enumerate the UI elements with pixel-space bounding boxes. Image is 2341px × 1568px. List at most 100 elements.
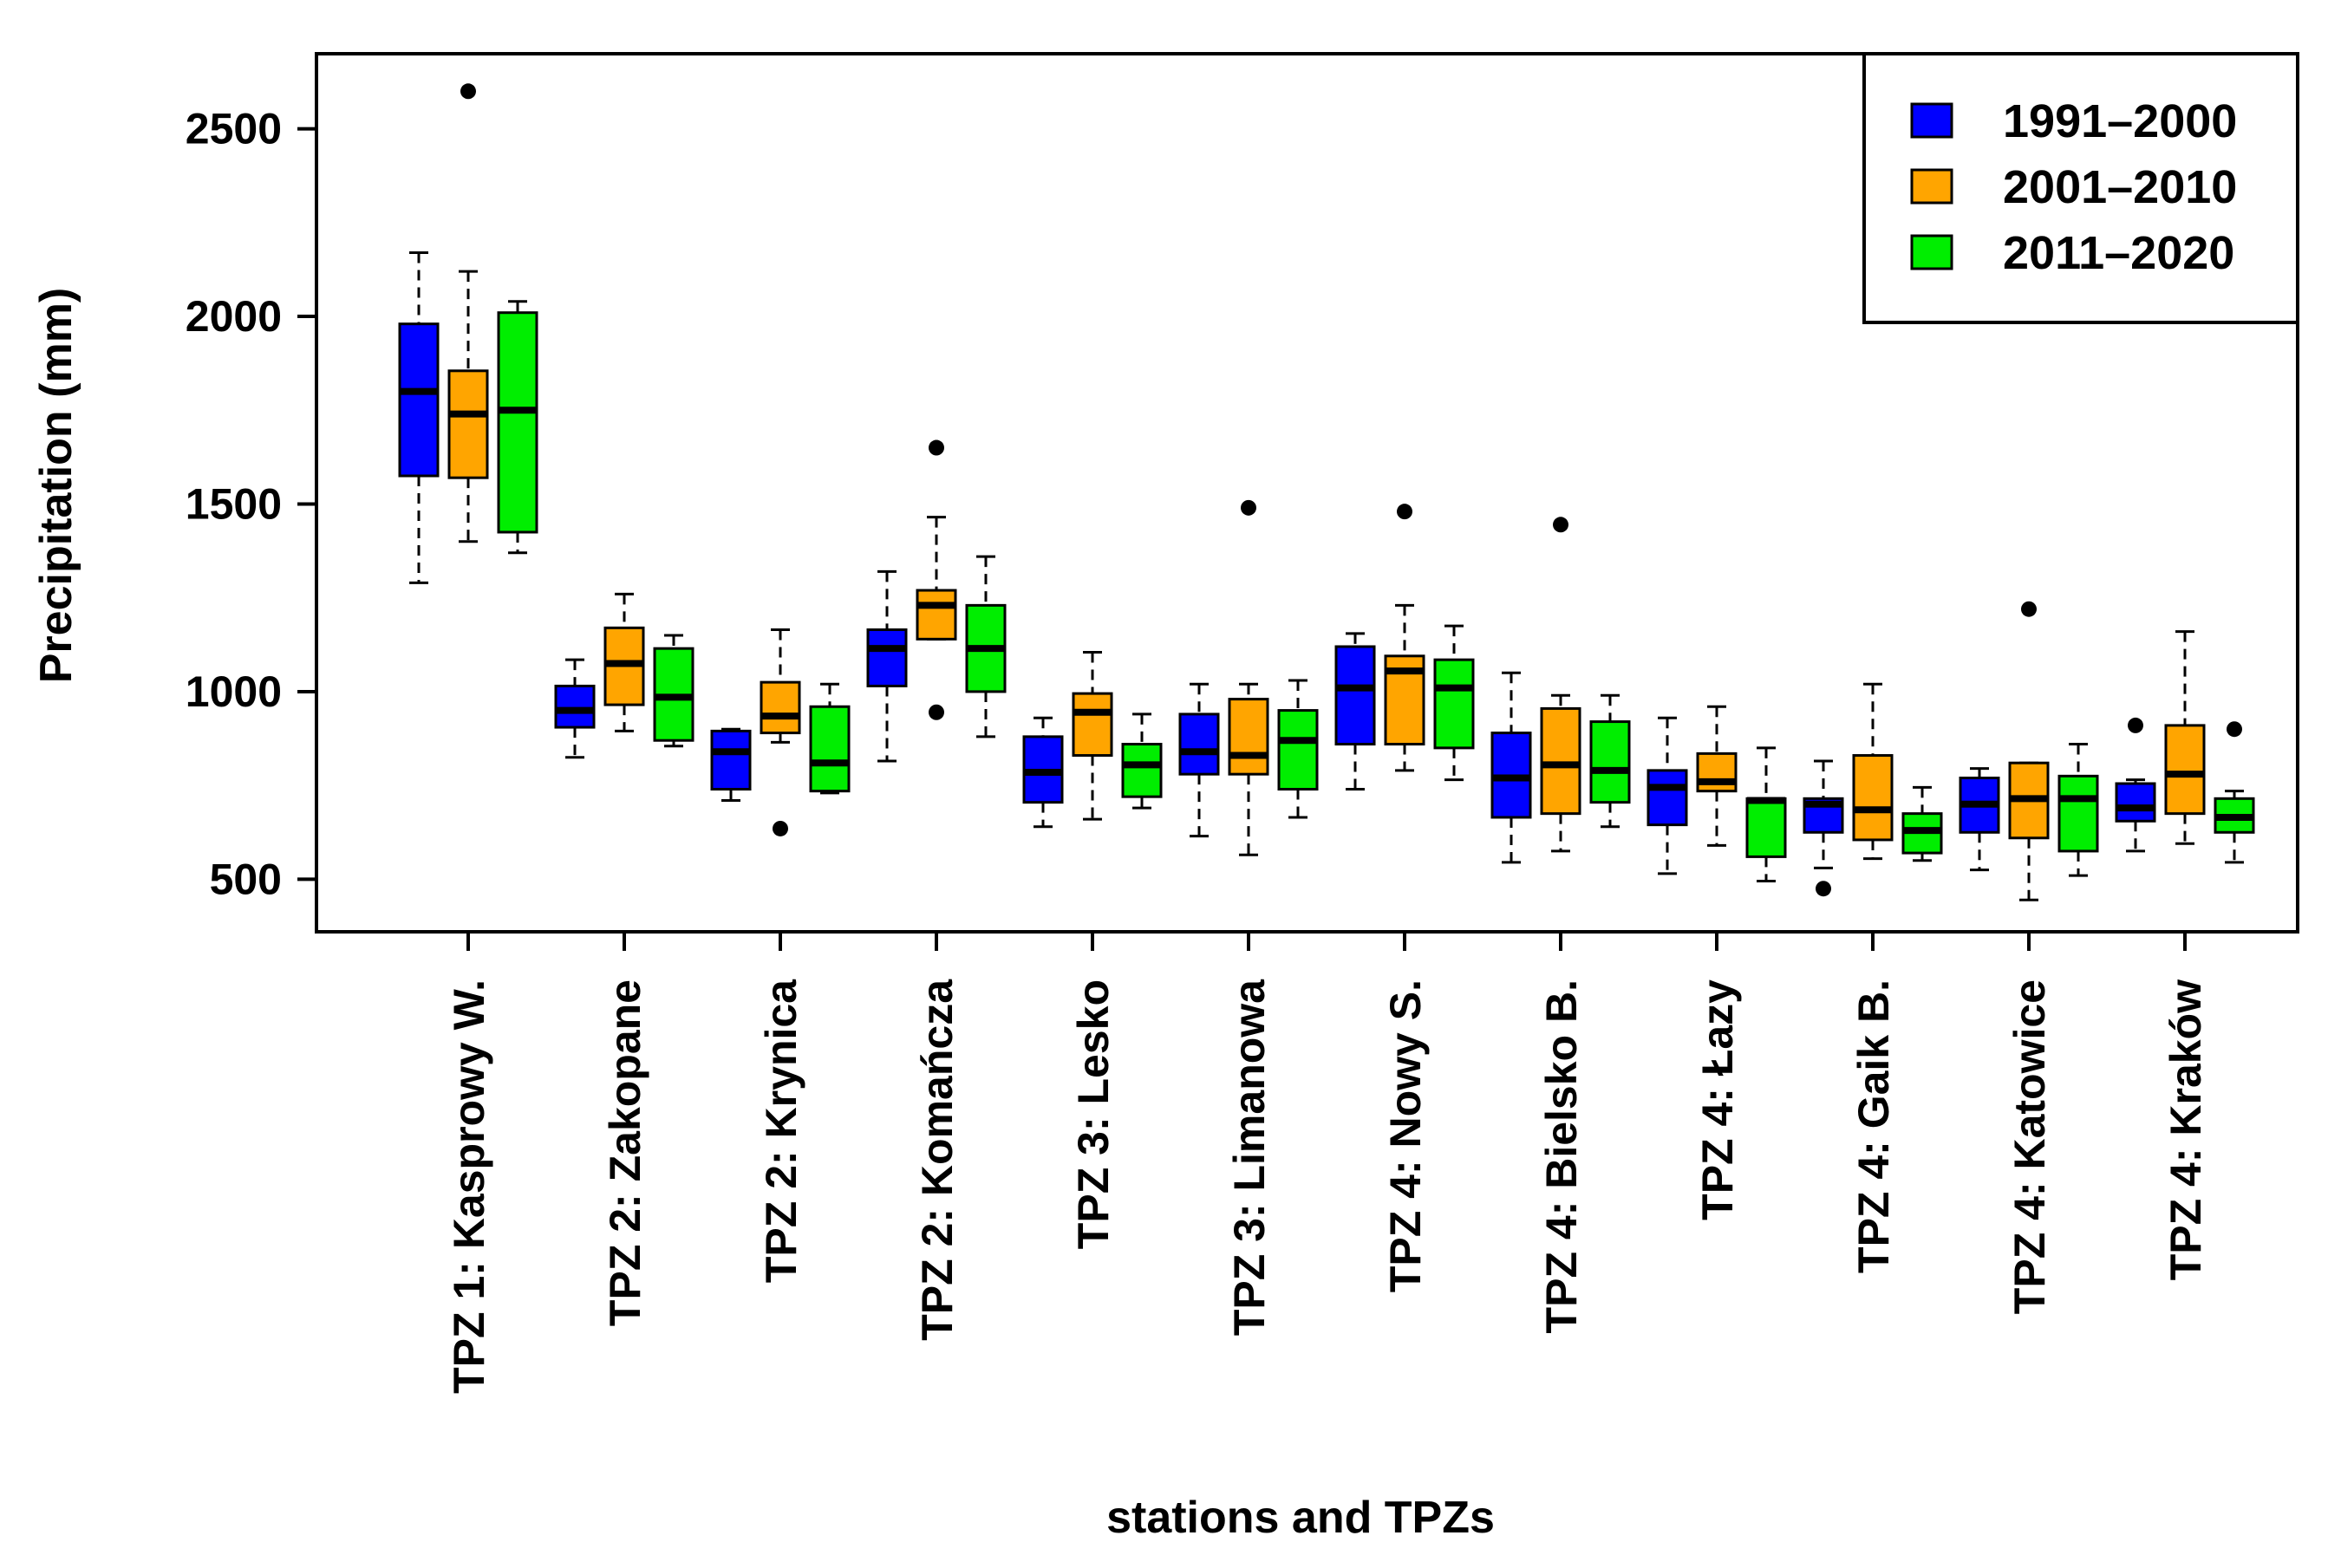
outlier-point: [1241, 499, 1256, 516]
x-axis-label: stations and TPZs: [1106, 1493, 1495, 1543]
box-2-cat-11: [2008, 601, 2050, 901]
box-body: [1433, 658, 1475, 750]
chart-axes: Precipitation (mm) stations and TPZs 500…: [31, 52, 2299, 1543]
box-2-cat-8: [1540, 517, 1581, 853]
box-2-cat-12: [2164, 630, 2206, 845]
x-tick-label: TPZ 4: Łazy: [1693, 979, 1742, 1220]
x-tick-label: TPZ 4: Gaik B.: [1849, 979, 1898, 1273]
legend-label-3: 2011–2020: [2003, 227, 2234, 279]
box-2-cat-2: [603, 592, 645, 732]
box-3-cat-4: [965, 555, 1007, 738]
x-tick-label: TPZ 2: Komańcza: [913, 979, 962, 1341]
box-1-cat-8: [1490, 671, 1532, 864]
box-body: [1277, 709, 1319, 791]
legend-swatch-1: [1910, 102, 1953, 139]
x-tick-label: TPZ 4: Nowy S.: [1381, 979, 1430, 1292]
box-3-cat-12: [2214, 721, 2255, 864]
y-tick-label: 2500: [186, 105, 282, 153]
box-2-cat-3: [760, 628, 801, 836]
x-tick-label: TPZ 1: Kasprowy W.: [445, 979, 493, 1394]
y-tick-label: 500: [210, 855, 282, 903]
box-2-cat-7: [1384, 504, 1425, 772]
box-body: [809, 705, 851, 793]
outlier-point: [773, 820, 788, 836]
box-body: [1647, 769, 1688, 827]
box-body: [2164, 724, 2206, 816]
box-body: [1228, 698, 1269, 776]
outlier-point: [1816, 881, 1831, 897]
box-body: [1745, 797, 1787, 858]
box-1-cat-7: [1334, 632, 1376, 791]
box-3-cat-2: [653, 634, 694, 748]
x-tick-label: TPZ 4: Kraków: [2162, 979, 2210, 1280]
box-body: [497, 311, 538, 534]
box-1-cat-12: [2115, 717, 2156, 853]
box-2-cat-1: [447, 83, 489, 543]
box-body: [1852, 754, 1894, 842]
box-body: [2115, 782, 2156, 823]
box-body: [866, 628, 908, 687]
box-2-cat-9: [1696, 705, 1738, 847]
y-tick-label: 1000: [186, 667, 282, 716]
box-1-cat-3: [710, 727, 752, 802]
box-body: [710, 729, 752, 791]
box-2-cat-5: [1072, 650, 1113, 821]
box-1-cat-1: [398, 250, 440, 584]
box-body: [1178, 712, 1220, 776]
box-body: [398, 322, 440, 478]
box-3-cat-1: [497, 300, 538, 555]
plot-frame: [315, 52, 2299, 934]
y-axis-label: Precipitation (mm): [31, 288, 82, 684]
box-body: [1696, 751, 1738, 793]
box-1-cat-9: [1647, 716, 1688, 875]
y-tick-label: 1500: [186, 479, 282, 528]
outlier-point: [2227, 721, 2242, 738]
box-body: [916, 589, 957, 641]
legend-label-1: 1991–2000: [2003, 95, 2237, 147]
box-1-cat-10: [1803, 759, 1844, 897]
legend-swatch-2: [1910, 168, 1953, 205]
x-tick-label: TPZ 4: Bielsko B.: [1537, 979, 1586, 1333]
x-tick-label: TPZ 3: Limanowa: [1225, 979, 1274, 1336]
outlier-point: [929, 704, 944, 720]
box-1-cat-2: [554, 658, 596, 759]
box-2-cat-4: [916, 439, 957, 720]
y-tick-label: 2000: [186, 292, 282, 341]
box-body: [1121, 743, 1163, 798]
box-3-cat-3: [809, 682, 851, 795]
box-3-cat-8: [1589, 693, 1631, 829]
box-body: [2057, 774, 2099, 853]
box-2-cat-10: [1852, 682, 1894, 861]
outlier-point: [460, 83, 476, 100]
box-body: [1540, 706, 1581, 816]
legend-swatch-3: [1910, 234, 1953, 270]
box-1-cat-11: [1959, 767, 2000, 872]
box-3-cat-11: [2057, 743, 2099, 877]
box-1-cat-5: [1022, 716, 1064, 829]
outlier-point: [929, 439, 944, 456]
box-body: [554, 684, 596, 729]
chart-marks: [398, 83, 2255, 901]
x-tick-label: TPZ 2: Zakopane: [601, 979, 649, 1326]
outlier-point: [2021, 601, 2037, 617]
box-body: [1072, 692, 1113, 758]
x-tick-label: TPZ 4: Katowice: [2005, 979, 2054, 1314]
box-body: [447, 369, 489, 479]
box-3-cat-10: [1901, 785, 1943, 862]
legend-label-2: 2001–2010: [2003, 161, 2237, 213]
box-1-cat-6: [1178, 682, 1220, 838]
box-body: [1334, 645, 1376, 746]
box-3-cat-6: [1277, 679, 1319, 819]
outlier-point: [1397, 504, 1412, 520]
box-body: [1589, 720, 1631, 804]
x-tick-label: TPZ 3: Lesko: [1069, 979, 1118, 1249]
box-3-cat-7: [1433, 624, 1475, 782]
box-2-cat-6: [1228, 499, 1269, 856]
legend: 1991–2000 2001–2010 2011–2020: [1862, 52, 2299, 324]
box-3-cat-9: [1745, 746, 1787, 883]
outlier-point: [2128, 717, 2143, 733]
x-tick-label: TPZ 2: Krynica: [757, 979, 805, 1283]
box-3-cat-5: [1121, 712, 1163, 810]
